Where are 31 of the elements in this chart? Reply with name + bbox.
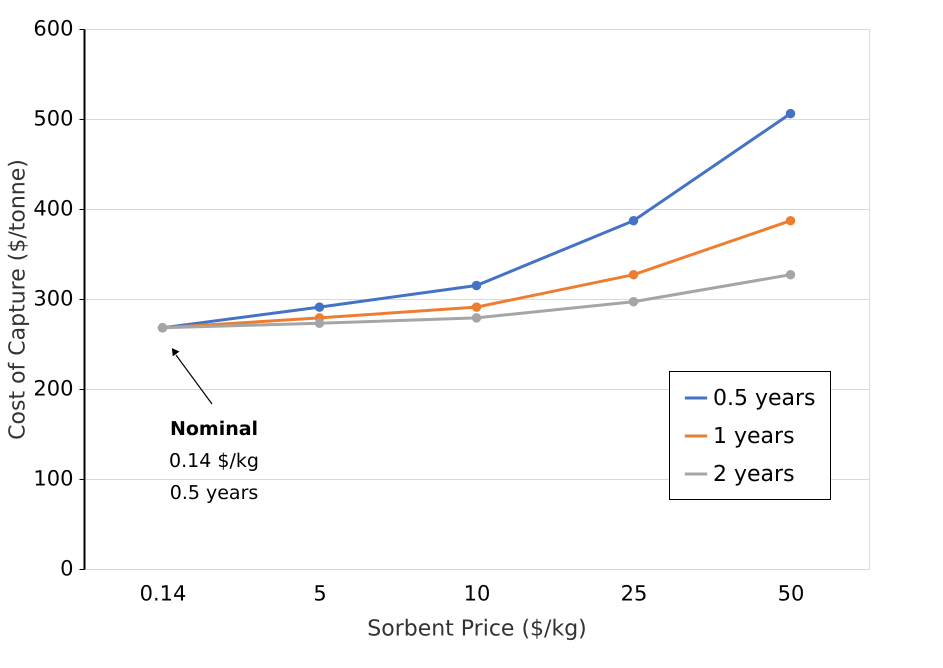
x-tick-label: 50	[778, 582, 804, 606]
x-tick-label: 10	[464, 582, 490, 606]
x-axis-title: Sorbent Price ($/kg)	[367, 616, 587, 642]
point	[472, 302, 482, 312]
legend-label: 1 years	[713, 424, 795, 449]
annotation: 0.5 years	[170, 482, 258, 504]
y-tick-label: 100	[33, 466, 74, 490]
x-tick-label: 5	[313, 582, 327, 606]
y-tick-label: 400	[33, 196, 74, 220]
annotation: Nominal	[170, 418, 258, 440]
y-tick-label: 200	[33, 376, 74, 400]
point	[786, 270, 796, 280]
point	[472, 313, 482, 323]
legend-label: 2 years	[713, 462, 795, 487]
point	[786, 216, 796, 226]
annotation: 0.14 $/kg	[169, 450, 259, 472]
y-tick-label: 0	[60, 556, 74, 580]
point	[786, 108, 796, 118]
y-tick-label: 300	[33, 286, 74, 310]
y-axis-title: Cost of Capture ($/tonne)	[5, 159, 30, 440]
legend-label: 0.5 years	[713, 386, 816, 411]
x-tick-label: 25	[620, 582, 648, 606]
point	[314, 318, 324, 328]
point	[628, 296, 638, 306]
point	[628, 216, 638, 226]
point	[472, 280, 482, 290]
y-tick-label: 500	[33, 106, 74, 130]
point	[314, 302, 324, 312]
point	[628, 270, 638, 280]
y-tick-label: 600	[33, 16, 74, 40]
x-tick-label: 0.14	[140, 582, 186, 606]
